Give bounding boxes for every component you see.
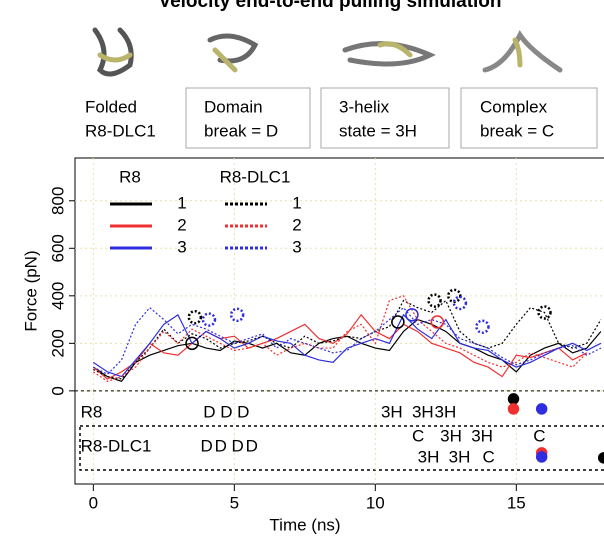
annotation: 3H bbox=[440, 426, 462, 445]
event-marker bbox=[405, 308, 419, 322]
y-tick-label: 400 bbox=[48, 282, 67, 310]
event-marker bbox=[201, 312, 217, 327]
state-box bbox=[320, 87, 450, 149]
annotation: C bbox=[533, 426, 545, 445]
x-tick-label: 0 bbox=[89, 493, 98, 512]
state-label: Complex bbox=[480, 97, 548, 116]
x-tick-label: 10 bbox=[366, 493, 385, 512]
annotation: 3H bbox=[435, 402, 457, 421]
annotation: R8-DLC1 bbox=[81, 436, 152, 455]
annotation: D bbox=[203, 402, 215, 421]
state-box bbox=[460, 87, 598, 149]
annotation: D bbox=[200, 436, 212, 455]
y-tick-label: 600 bbox=[48, 234, 67, 262]
x-tick-label: 15 bbox=[507, 493, 526, 512]
annotation: 3H bbox=[471, 426, 493, 445]
series-line bbox=[92, 295, 588, 383]
annotation: 3H bbox=[381, 402, 403, 421]
event-marker bbox=[391, 315, 405, 329]
event-marker bbox=[430, 315, 445, 329]
dlc1-box bbox=[79, 425, 604, 471]
series-line bbox=[93, 299, 602, 380]
state-label: R8-DLC1 bbox=[85, 121, 156, 140]
state-label: Folded bbox=[85, 97, 137, 116]
title: Velocity end-to-end pulling simulation bbox=[158, 0, 501, 12]
legend-title: R8 bbox=[119, 167, 141, 186]
event-marker bbox=[597, 452, 604, 464]
annotation: 3H bbox=[412, 402, 434, 421]
annotation: D bbox=[232, 436, 244, 455]
state-label: break = C bbox=[480, 121, 554, 140]
annotation: D bbox=[220, 402, 232, 421]
event-marker bbox=[507, 403, 520, 415]
y-tick-label: 200 bbox=[48, 329, 67, 357]
x-axis-title: Time (ns) bbox=[269, 515, 340, 534]
series-line bbox=[92, 313, 588, 380]
legend-label: 2 bbox=[292, 215, 301, 234]
annotation: 3H bbox=[449, 447, 471, 466]
annotation: C bbox=[482, 447, 494, 466]
y-tick-label: 800 bbox=[48, 187, 67, 215]
annotation: D bbox=[237, 402, 249, 421]
series-line bbox=[92, 318, 602, 383]
state-label: Domain bbox=[204, 97, 263, 116]
plot-frame bbox=[74, 157, 604, 485]
annotation: C bbox=[412, 426, 424, 445]
event-marker bbox=[187, 309, 203, 325]
state-label: 3-helix bbox=[339, 97, 390, 116]
protein-icons bbox=[92, 27, 563, 77]
legend-title: R8-DLC1 bbox=[220, 167, 291, 186]
event-marker bbox=[447, 288, 462, 304]
legend-label: 3 bbox=[292, 237, 301, 256]
event-marker bbox=[427, 293, 442, 308]
y-tick-label: 0 bbox=[48, 386, 67, 395]
annotation: 3H bbox=[418, 447, 440, 466]
event-marker bbox=[475, 319, 490, 334]
event-marker bbox=[535, 403, 548, 415]
event-marker bbox=[185, 336, 199, 351]
legend-label: 2 bbox=[177, 215, 186, 234]
annotation: D bbox=[246, 436, 258, 455]
x-tick-label: 5 bbox=[230, 493, 239, 512]
state-box bbox=[185, 87, 311, 149]
event-marker bbox=[452, 295, 468, 311]
state-label: break = D bbox=[204, 121, 278, 140]
event-marker bbox=[507, 393, 520, 405]
event-marker bbox=[537, 305, 552, 320]
series-line bbox=[92, 313, 602, 378]
series-line bbox=[93, 306, 602, 375]
state-label: state = 3H bbox=[339, 121, 417, 140]
y-axis-title: Force (pN) bbox=[21, 250, 40, 331]
event-marker bbox=[535, 451, 548, 463]
legend-label: 3 bbox=[177, 237, 186, 256]
annotation: R8 bbox=[81, 402, 103, 421]
annotation: D bbox=[215, 436, 227, 455]
legend-label: 1 bbox=[292, 193, 301, 212]
legend-label: 1 bbox=[177, 193, 186, 212]
event-marker bbox=[229, 307, 245, 323]
